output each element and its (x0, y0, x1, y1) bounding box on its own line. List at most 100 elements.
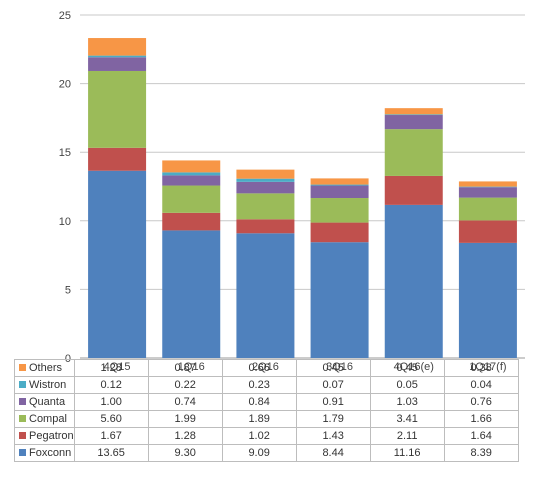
series-name: Foxconn (29, 447, 72, 459)
table-row: Compal 5.60 1.99 1.89 1.79 3.41 1.66 (14, 410, 519, 428)
bars (88, 38, 517, 358)
data-value-cell: 0.66 (221, 359, 297, 377)
bar-others-3q16 (310, 178, 369, 185)
data-value-cell: 1.02 (221, 427, 297, 445)
bar-compal-4q15 (88, 70, 147, 148)
series-name: Quanta (29, 396, 66, 408)
data-value-cell: 0.22 (147, 376, 223, 394)
data-value-cell: 0.38 (443, 359, 519, 377)
bar-quanta-1q17f (458, 187, 517, 198)
bar-others-1q16 (162, 160, 221, 173)
table-row: Wistron 0.12 0.22 0.23 0.07 0.05 0.04 (14, 376, 519, 394)
data-value-cell: 0.23 (221, 376, 297, 394)
legend-swatch (19, 364, 26, 371)
table-row: Others 1.28 0.87 0.66 0.45 0.45 0.38 (14, 359, 519, 377)
bar-pegatron-3q16 (310, 222, 369, 243)
data-value-cell: 1.28 (73, 359, 149, 377)
data-value-cell: 13.65 (73, 444, 149, 462)
series-legend-cell: Quanta (14, 393, 75, 411)
legend-swatch (19, 449, 26, 456)
bar-foxconn-1q17f (458, 242, 517, 358)
bar-pegatron-1q16 (162, 212, 221, 231)
data-value-cell: 1.00 (73, 393, 149, 411)
bar-foxconn-4q16e (384, 204, 443, 358)
series-legend-cell: Wistron (14, 376, 75, 394)
data-value-cell: 8.44 (295, 444, 371, 462)
bar-quanta-3q16 (310, 185, 369, 199)
y-tick-label: 5 (65, 284, 71, 296)
data-value-cell: 0.74 (147, 393, 223, 411)
bar-wistron-3q16 (310, 184, 369, 186)
data-value-cell: 0.84 (221, 393, 297, 411)
data-value-cell: 1.89 (221, 410, 297, 428)
bar-others-2q16 (236, 169, 295, 179)
data-value-cell: 1.03 (369, 393, 445, 411)
series-name: Wistron (29, 379, 67, 391)
bar-wistron-4q15 (88, 55, 147, 58)
data-value-cell: 0.05 (369, 376, 445, 394)
bar-others-1q17f (458, 181, 517, 187)
bar-foxconn-1q16 (162, 230, 221, 358)
bar-pegatron-2q16 (236, 219, 295, 234)
data-value-cell: 9.30 (147, 444, 223, 462)
data-value-cell: 1.43 (295, 427, 371, 445)
data-value-cell: 0.87 (147, 359, 223, 377)
bar-wistron-1q16 (162, 172, 221, 176)
data-value-cell: 1.64 (443, 427, 519, 445)
data-value-cell: 1.79 (295, 410, 371, 428)
table-row: Quanta 1.00 0.74 0.84 0.91 1.03 0.76 (14, 393, 519, 411)
data-value-cell: 5.60 (73, 410, 149, 428)
data-value-cell: 0.45 (295, 359, 371, 377)
data-value-cell: 1.99 (147, 410, 223, 428)
data-value-cell: 11.16 (369, 444, 445, 462)
data-value-cell: 1.28 (147, 427, 223, 445)
bar-quanta-2q16 (236, 181, 295, 194)
bar-compal-2q16 (236, 193, 295, 220)
data-value-cell: 0.04 (443, 376, 519, 394)
bar-pegatron-4q15 (88, 147, 147, 171)
bar-compal-1q17f (458, 197, 517, 221)
bar-pegatron-4q16e (384, 175, 443, 205)
data-value-cell: 0.76 (443, 393, 519, 411)
bar-quanta-1q16 (162, 175, 221, 186)
bar-quanta-4q15 (88, 57, 147, 71)
series-legend-cell: Pegatron (14, 427, 75, 445)
series-name: Compal (29, 413, 67, 425)
bar-wistron-2q16 (236, 178, 295, 182)
series-name: Others (29, 362, 63, 374)
bar-foxconn-4q15 (88, 170, 147, 358)
data-value-cell: 1.66 (443, 410, 519, 428)
data-value-cell: 3.41 (369, 410, 445, 428)
data-value-cell: 0.07 (295, 376, 371, 394)
series-legend-cell: Others (14, 359, 75, 377)
bar-quanta-4q16e (384, 115, 443, 130)
data-value-cell: 9.09 (221, 444, 297, 462)
data-value-cell: 1.67 (73, 427, 149, 445)
y-tick-label: 15 (59, 147, 71, 159)
bar-others-4q15 (88, 38, 147, 56)
bar-compal-3q16 (310, 198, 369, 223)
bar-compal-1q16 (162, 185, 221, 213)
legend-swatch (19, 398, 26, 405)
y-tick-label: 20 (59, 79, 71, 91)
table-row: Foxconn 13.65 9.30 9.09 8.44 11.16 8.39 (14, 444, 519, 462)
bar-foxconn-3q16 (310, 242, 369, 358)
legend-swatch (19, 381, 26, 388)
bar-compal-4q16e (384, 129, 443, 176)
data-value-cell: 2.11 (369, 427, 445, 445)
bar-wistron-1q17f (458, 186, 517, 188)
series-legend-cell: Foxconn (14, 444, 75, 462)
data-value-cell: 0.12 (73, 376, 149, 394)
bar-wistron-4q16e (384, 114, 443, 116)
data-table: Others 1.28 0.87 0.66 0.45 0.45 0.38 Wistron 0.1… (14, 359, 519, 462)
gridlines (80, 14, 525, 359)
y-tick-label: 10 (59, 216, 71, 228)
series-name: Pegatron (29, 430, 74, 442)
data-value-cell: 0.91 (295, 393, 371, 411)
bar-pegatron-1q17f (458, 220, 517, 243)
bar-foxconn-2q16 (236, 233, 295, 358)
data-value-cell: 0.45 (369, 359, 445, 377)
legend-swatch (19, 432, 26, 439)
